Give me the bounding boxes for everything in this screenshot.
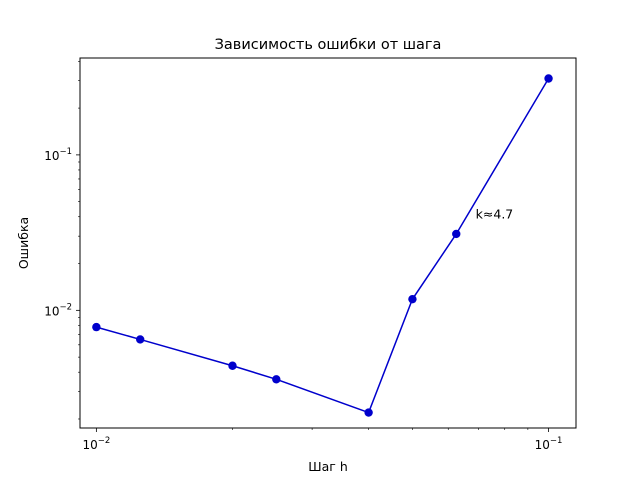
data-point — [92, 322, 101, 332]
y-tick-label: 10−1 — [44, 147, 72, 163]
data-point — [135, 335, 145, 344]
data-point — [452, 229, 461, 239]
data-point — [408, 294, 417, 304]
plot-area — [79, 57, 577, 429]
x-tick-label: 10−1 — [535, 436, 563, 452]
y-axis-label: Ошибка — [16, 217, 31, 269]
series-layer — [92, 74, 553, 417]
minor-ticks — [78, 60, 529, 430]
data-point — [272, 375, 281, 384]
annotation-label: k≈4.7 — [476, 206, 514, 221]
annotation-layer: k≈4.7 — [476, 206, 514, 221]
x-axis-label: Шаг h — [308, 459, 348, 474]
y-tick-label: 10−2 — [44, 302, 72, 318]
chart-title: Зависимость ошибки от шага — [215, 37, 442, 53]
data-point — [544, 74, 553, 83]
data-point — [228, 361, 237, 370]
series-line — [96, 78, 550, 414]
data-point — [364, 408, 373, 417]
major-ticks: 10−2 10−1 10−2 10−1 — [44, 147, 562, 452]
x-tick-label: 10−2 — [82, 436, 110, 452]
